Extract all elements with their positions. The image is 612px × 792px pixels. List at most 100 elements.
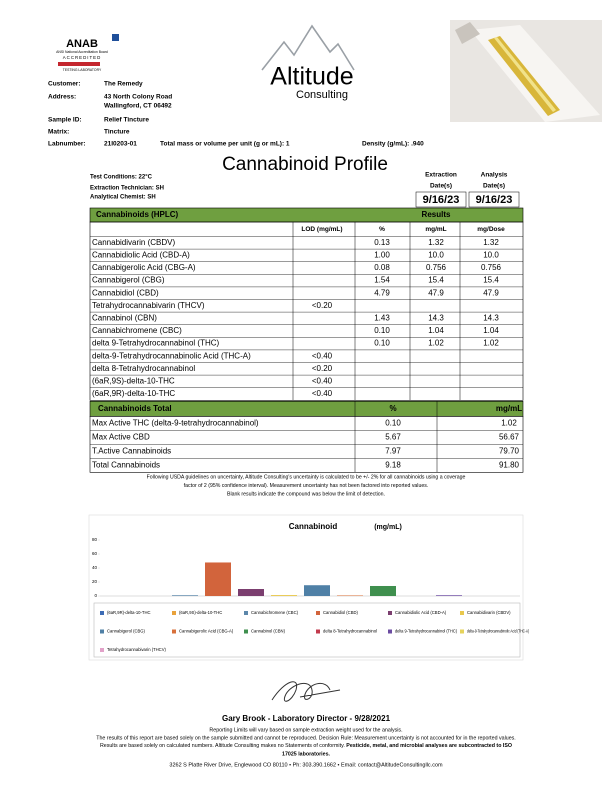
- total-name: T.Active Cannabinoids: [92, 446, 171, 455]
- legend-swatch: [388, 629, 392, 634]
- total-name: Max Active THC (delta-9-tetrahydrocannab…: [92, 418, 259, 427]
- field-value: Wallingford, CT 06492: [104, 103, 172, 110]
- result-value: 1.54: [374, 276, 390, 285]
- legend-swatch: [172, 611, 176, 615]
- result-value: 10.0: [428, 251, 444, 260]
- anab-name: ANAB: [66, 38, 98, 50]
- compound-name: Cannabidiolic Acid (CBD-A): [92, 251, 190, 260]
- result-value: <0.40: [312, 377, 333, 386]
- legend-label: Cannabidivarin (CBDV): [467, 610, 511, 615]
- totals-header-cell: mg/mL: [496, 404, 522, 413]
- result-value: 4.79: [374, 288, 390, 297]
- bar: [436, 595, 462, 596]
- y-tick-label: 20: [92, 579, 98, 584]
- result-value: 47.9: [428, 288, 444, 297]
- note: Blank results indicate the compound was …: [227, 492, 385, 498]
- total-value: 9.18: [385, 460, 401, 469]
- legend-swatch: [316, 611, 320, 615]
- total-name: Total Cannabinoids: [92, 460, 160, 469]
- date-label: Analysis: [481, 172, 508, 179]
- field-label: Address:: [48, 94, 76, 101]
- date-value: 9/16/23: [423, 194, 460, 206]
- date-label: Date(s): [430, 183, 452, 190]
- totals-header-cell: %: [389, 404, 396, 413]
- result-value: 0.756: [481, 263, 502, 272]
- compound-name: delta-9-Tetrahydrocannabinolic Acid (THC…: [92, 351, 251, 360]
- date-label: Date(s): [483, 183, 505, 190]
- result-value: 0.756: [426, 263, 447, 272]
- density: Density (g/mL): .940: [362, 141, 424, 148]
- compound-name: Cannabidivarin (CBDV): [92, 238, 175, 247]
- compound-name: Cannabidiol (CBD): [92, 288, 159, 297]
- legend-label: (6aR,9R)-delta-10-THC: [107, 610, 151, 615]
- column-header: mg/mL: [425, 226, 446, 233]
- bar: [337, 595, 363, 596]
- result-value: 0.10: [374, 326, 390, 335]
- compound-name: Cannabigerol (CBG): [92, 276, 165, 285]
- legend-swatch: [316, 629, 320, 634]
- legend-label: delta-9-Tetrahydrocannabinolic Acid (THC…: [467, 629, 529, 634]
- field-value: Relief Tincture: [104, 117, 149, 124]
- result-value: 1.02: [428, 339, 444, 348]
- disclaimer: Reporting Limits will vary based on samp…: [209, 727, 402, 733]
- total-value: 0.10: [385, 418, 401, 427]
- result-value: 1.32: [483, 238, 499, 247]
- date-value: 9/16/23: [476, 194, 513, 206]
- test-condition: Extraction Technician: SH: [90, 186, 164, 192]
- chart-title: Cannabinoid: [289, 522, 338, 531]
- legend-label: Cannabidiolic Acid (CBD-A): [395, 610, 447, 615]
- legend-label: Tetrahydrocannabivarin (THCV): [107, 647, 166, 652]
- legend-swatch: [460, 611, 464, 615]
- result-value: 0.13: [374, 238, 390, 247]
- legend-swatch: [172, 629, 176, 634]
- compound-name: delta 8-Tetrahydrocannabinol: [92, 364, 195, 373]
- disclaimer: Results are based solely on calculated n…: [100, 743, 512, 749]
- result-value: 14.3: [428, 314, 444, 323]
- legend-label: delta 8-Tetrahydrocannabinol: [323, 629, 377, 634]
- y-tick-label: 0: [94, 593, 97, 598]
- total-name: Max Active CBD: [92, 432, 150, 441]
- field-value: 21I0203-01: [104, 141, 137, 148]
- test-condition: Test Conditions: 22°C: [90, 175, 153, 181]
- mass-per-unit: Total mass or volume per unit (g or mL):…: [160, 141, 290, 148]
- column-header: %: [379, 226, 385, 233]
- field-label: Labnumber:: [48, 141, 86, 148]
- legend-label: Cannabigerolic Acid (CBG-A): [179, 629, 234, 634]
- logo-sub: Consulting: [296, 89, 348, 101]
- result-value: 15.4: [428, 276, 444, 285]
- field-value: Tincture: [104, 129, 130, 136]
- compound-name: Cannabinol (CBN): [92, 314, 157, 323]
- y-tick-label: 40: [92, 565, 98, 570]
- results-label: Results: [422, 210, 451, 219]
- legend-label: Cannabidiol (CBD): [323, 610, 359, 615]
- legend-swatch: [100, 629, 104, 634]
- chart-frame: [88, 514, 524, 661]
- bar: [370, 585, 396, 596]
- compound-name: Tetrahydrocannabivarin (THCV): [92, 301, 205, 310]
- result-value: <0.20: [312, 364, 333, 373]
- result-value: 1.00: [374, 251, 390, 260]
- signer: Gary Brook - Laboratory Director - 9/28/…: [222, 714, 391, 723]
- result-value: 1.04: [483, 326, 499, 335]
- test-condition: Analytical Chemist: SH: [90, 195, 156, 201]
- result-value: 47.9: [483, 288, 499, 297]
- bar: [172, 595, 198, 596]
- logo-mountain: [261, 24, 355, 71]
- total-value: 1.02: [501, 418, 517, 427]
- signature: [271, 681, 341, 702]
- table-title: Cannabinoids (HPLC): [96, 210, 179, 219]
- result-value: <0.40: [312, 351, 333, 360]
- legend-label: Cannabinol (CBN): [251, 629, 286, 634]
- legend-swatch: [460, 629, 464, 634]
- y-tick-label: 80: [92, 537, 98, 542]
- total-value: 56.67: [499, 432, 520, 441]
- result-value: 14.3: [483, 314, 499, 323]
- note: Following USDA guidelines on uncertainty…: [147, 475, 466, 481]
- legend-label: (6aR,9S)-delta-10-THC: [179, 610, 222, 615]
- legend-label: Cannabichromene (CBC): [251, 610, 299, 615]
- total-value: 5.67: [385, 432, 401, 441]
- legend-swatch: [388, 611, 392, 615]
- result-value: 1.43: [374, 314, 390, 323]
- total-value: 91.80: [499, 460, 520, 469]
